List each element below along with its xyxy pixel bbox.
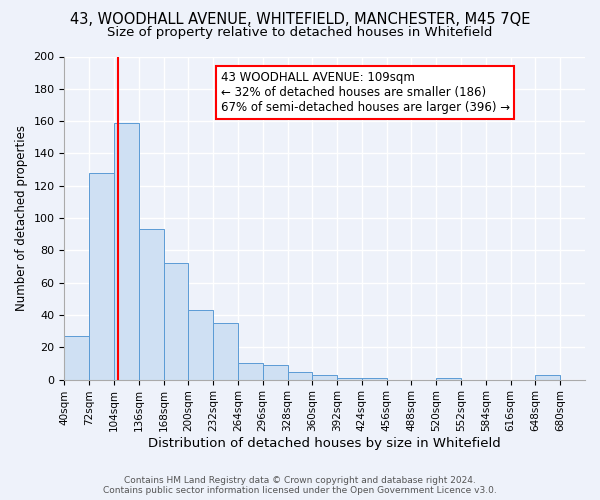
Bar (114, 122, 139, 380)
Bar (362, 378, 386, 380)
Bar (287, 372, 313, 380)
Y-axis label: Number of detached properties: Number of detached properties (15, 125, 28, 311)
X-axis label: Distribution of detached houses by size in Whitefield: Distribution of detached houses by size … (148, 437, 501, 450)
Bar (313, 375, 337, 380)
Bar (213, 323, 238, 380)
Text: Size of property relative to detached houses in Whitefield: Size of property relative to detached ho… (107, 26, 493, 39)
Text: 43, WOODHALL AVENUE, WHITEFIELD, MANCHESTER, M45 7QE: 43, WOODHALL AVENUE, WHITEFIELD, MANCHES… (70, 12, 530, 28)
Bar (89, 173, 114, 380)
Text: Contains HM Land Registry data © Crown copyright and database right 2024.
Contai: Contains HM Land Registry data © Crown c… (103, 476, 497, 495)
Bar (436, 378, 461, 380)
Bar (139, 230, 164, 380)
Bar (164, 264, 188, 380)
Bar (188, 310, 213, 380)
Bar (535, 375, 560, 380)
Bar (238, 364, 263, 380)
Bar (263, 365, 287, 380)
Bar (337, 378, 362, 380)
Text: 43 WOODHALL AVENUE: 109sqm
← 32% of detached houses are smaller (186)
67% of sem: 43 WOODHALL AVENUE: 109sqm ← 32% of deta… (221, 71, 510, 114)
Bar (64, 336, 89, 380)
